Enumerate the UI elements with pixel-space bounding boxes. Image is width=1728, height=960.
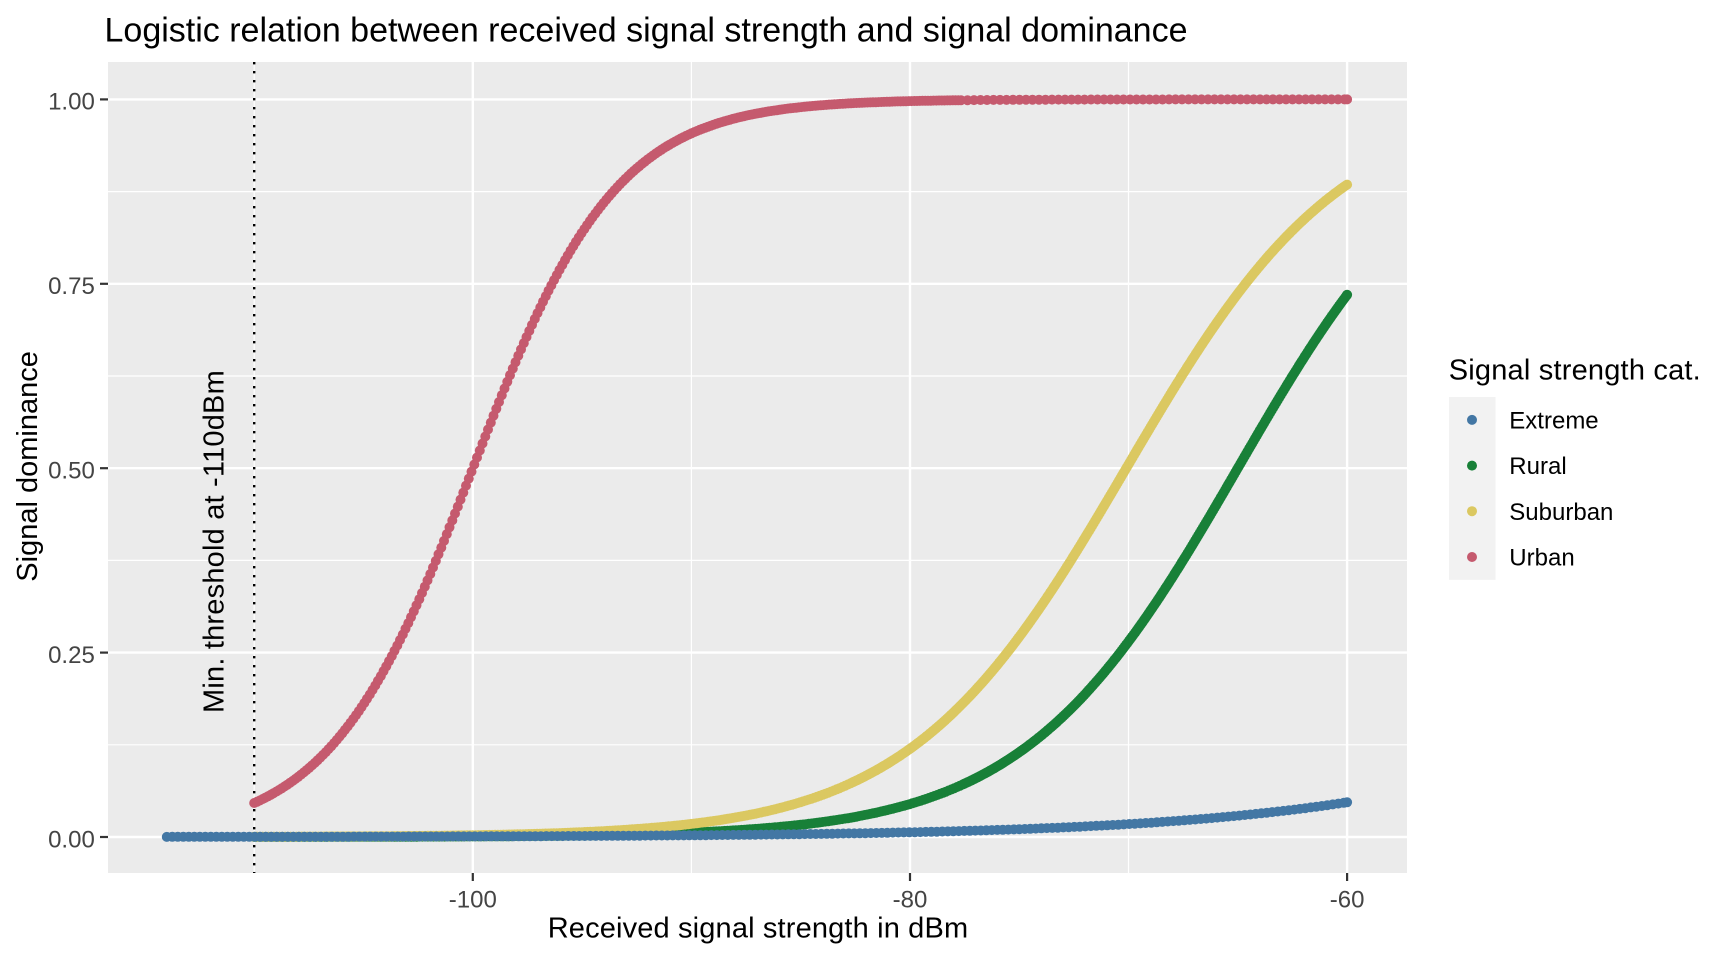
svg-text:-60: -60: [1330, 887, 1365, 914]
svg-text:Urban: Urban: [1509, 545, 1574, 572]
svg-text:-100: -100: [449, 887, 497, 914]
svg-text:0.00: 0.00: [48, 826, 95, 853]
svg-text:1.00: 1.00: [48, 89, 95, 116]
svg-text:Suburban: Suburban: [1509, 499, 1613, 526]
svg-text:Signal strength cat.: Signal strength cat.: [1449, 355, 1701, 387]
svg-text:Rural: Rural: [1509, 453, 1566, 480]
svg-text:Min. threshold at -110dBm: Min. threshold at -110dBm: [198, 370, 230, 713]
svg-text:Signal dominance: Signal dominance: [12, 351, 44, 582]
svg-text:0.25: 0.25: [48, 642, 95, 669]
svg-text:Extreme: Extreme: [1509, 407, 1598, 434]
svg-text:0.50: 0.50: [48, 458, 95, 485]
svg-text:Logistic relation between rece: Logistic relation between received signa…: [105, 12, 1188, 50]
svg-text:0.75: 0.75: [48, 273, 95, 300]
svg-text:-80: -80: [893, 887, 928, 914]
svg-text:Received signal strength in dB: Received signal strength in dBm: [548, 912, 969, 944]
